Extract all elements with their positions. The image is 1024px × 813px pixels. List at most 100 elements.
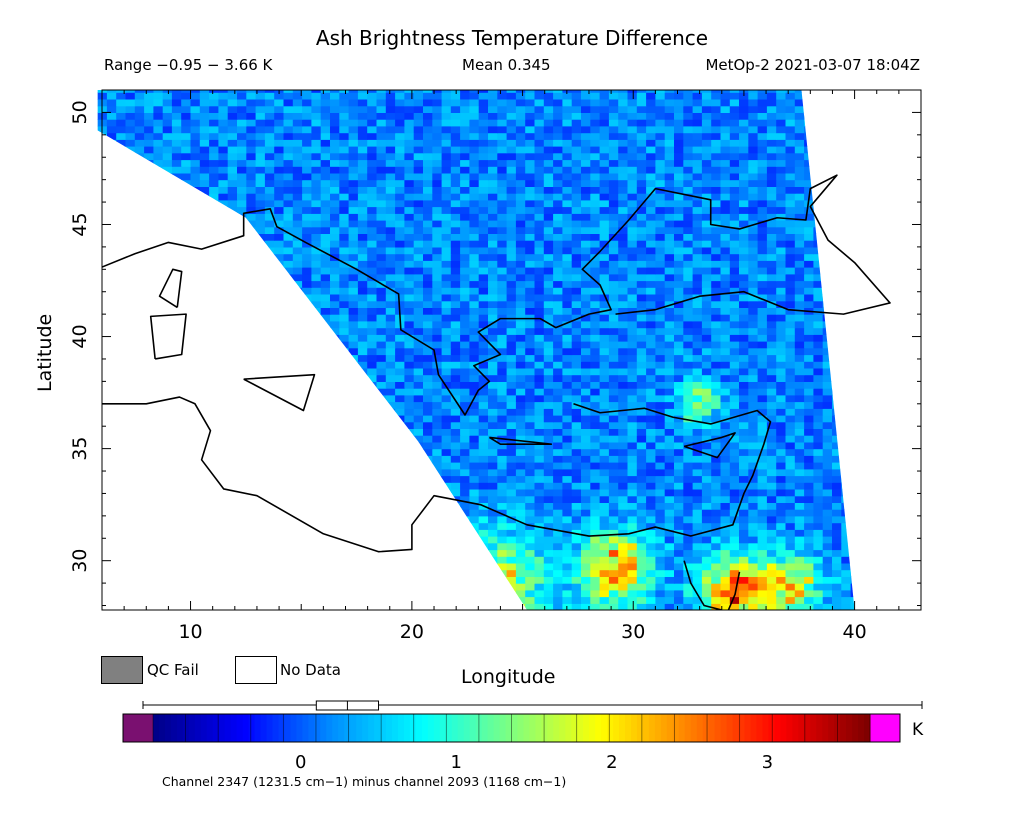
colorbar-segment — [648, 714, 656, 742]
colorbar-segment — [457, 714, 465, 742]
colorbar-segment — [338, 714, 345, 742]
colorbar-tick-label: 3 — [762, 752, 773, 773]
colorbar-segment — [308, 714, 315, 742]
colorbar-unit: K — [912, 720, 924, 740]
range-label: Range −0.95 − 3.66 K — [104, 56, 273, 74]
colorbar-segment — [559, 714, 566, 742]
colorbar-segment — [577, 714, 584, 742]
colorbar-segment — [218, 714, 226, 742]
colorbar-segment — [613, 714, 620, 742]
colorbar-segment — [362, 714, 369, 742]
colorbar-segment — [392, 714, 399, 742]
chart-title: Ash Brightness Temperature Difference — [315, 26, 709, 50]
colorbar-segment — [248, 714, 256, 742]
colorbar-segment — [284, 714, 291, 742]
qc-fail-swatch — [101, 656, 143, 684]
colorbar-segment — [200, 714, 208, 742]
y-tick-label: 30 — [69, 549, 91, 573]
colorbar-segment — [798, 714, 805, 742]
colorbar-segment — [290, 714, 297, 742]
colorbar-segment — [631, 714, 638, 742]
colorbar-segment — [344, 714, 351, 742]
colorbar-segment — [278, 714, 285, 742]
colorbar-segment — [565, 714, 572, 742]
colorbar-segment — [852, 714, 859, 742]
island-0 — [158, 268, 183, 309]
colorbar-segment — [415, 714, 423, 742]
colorbar-segment — [684, 714, 692, 742]
colorbar-segment — [356, 714, 363, 742]
colorbar-segment — [386, 714, 393, 742]
colorbar-segment — [762, 714, 769, 742]
colorbar-segment — [744, 714, 751, 742]
colorbar-segment — [726, 714, 734, 742]
channel-footer: Channel 2347 (1231.5 cm−1) minus channel… — [162, 774, 567, 789]
colorbar-segment — [660, 714, 668, 742]
colorbar-segment — [350, 714, 357, 742]
colorbar-segment — [212, 714, 220, 742]
coastline-2 — [683, 560, 722, 610]
colorbar-segment — [266, 714, 273, 742]
colorbar-segment — [702, 714, 710, 742]
colorbar-segment — [672, 714, 680, 742]
colorbar-segment — [583, 714, 590, 742]
colorbar-segment — [678, 714, 686, 742]
island-1 — [149, 313, 187, 360]
colorbar-segment — [619, 714, 626, 742]
colorbar-segment — [571, 714, 578, 742]
colorbar-segment — [314, 714, 321, 742]
colorbar-segment — [595, 714, 602, 742]
coastline-3 — [727, 571, 741, 610]
colorbar-tick-label: 0 — [295, 752, 306, 773]
y-axis-label: Latitude — [34, 313, 56, 392]
colorbar-segment — [768, 714, 775, 742]
colorbar-segment — [206, 714, 214, 742]
x-axis-label: Longitude — [461, 666, 556, 688]
colorbar-segment — [451, 714, 459, 742]
colorbar-segment — [666, 714, 674, 742]
colorbar-segment — [523, 714, 530, 742]
colorbar-segment — [164, 714, 172, 742]
colorbar-segment — [403, 714, 411, 742]
island-3 — [488, 436, 553, 445]
colorbar-segment — [822, 714, 829, 742]
colorbar-segment — [696, 714, 704, 742]
colorbar-segment — [541, 714, 548, 742]
y-tick-label: 45 — [69, 212, 91, 236]
colorbar-segment — [642, 714, 650, 742]
colorbar-segment — [170, 714, 178, 742]
colorbar-segment — [840, 714, 847, 742]
colorbar-segment — [260, 714, 268, 742]
heatmap-field — [97, 90, 855, 610]
island-4 — [683, 432, 736, 459]
colorbar-segment — [188, 714, 196, 742]
island-2 — [243, 373, 316, 412]
colorbar-segment — [409, 714, 417, 742]
colorbar-segment — [481, 714, 489, 742]
colorbar-segment — [296, 714, 303, 742]
colorbar-segment — [654, 714, 662, 742]
colorbar-segment — [499, 714, 507, 742]
colorbar-segment — [786, 714, 793, 742]
colorbar-segment — [224, 714, 232, 742]
colorbar-segment — [194, 714, 202, 742]
colorbar-segment — [176, 714, 184, 742]
colorbar-under — [123, 714, 153, 742]
colorbar-segment — [846, 714, 853, 742]
colorbar-segment — [487, 714, 495, 742]
y-tick-label: 40 — [69, 324, 91, 348]
colorbar-segment — [553, 714, 560, 742]
colorbar-over — [870, 714, 900, 742]
x-tick-label: 30 — [621, 621, 645, 643]
colorbar-segment — [690, 714, 698, 742]
colorbar-segment — [750, 714, 757, 742]
colorbar-segment — [636, 714, 644, 742]
colorbar-segment — [236, 714, 244, 742]
coastlines — [102, 174, 891, 610]
colorbar-segment — [774, 714, 781, 742]
colorbar-segment — [529, 714, 536, 742]
colorbar-segment — [780, 714, 787, 742]
colorbar-segment — [589, 714, 596, 742]
colorbar-segment — [374, 714, 381, 742]
no-data-swatch — [235, 656, 277, 684]
